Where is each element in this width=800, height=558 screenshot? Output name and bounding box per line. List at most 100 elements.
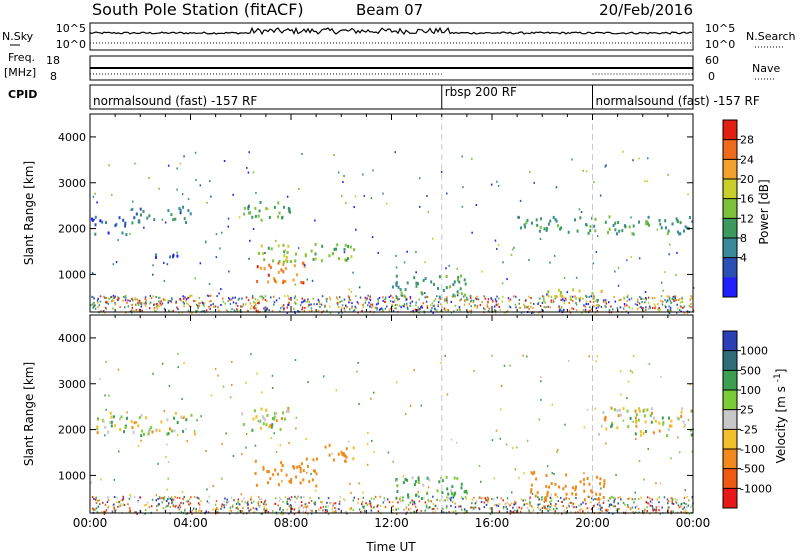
data-cell <box>248 204 250 208</box>
data-cell <box>164 298 167 301</box>
data-cell <box>182 205 184 209</box>
data-cell <box>471 157 473 160</box>
data-cell <box>300 496 302 499</box>
data-cell <box>298 188 300 190</box>
y-tick-label: 4000 <box>58 131 86 144</box>
data-cell <box>589 306 591 309</box>
data-cell <box>531 221 533 225</box>
data-cell <box>251 428 254 432</box>
data-cell <box>491 354 493 357</box>
data-cell <box>515 306 517 309</box>
data-cell <box>152 372 154 375</box>
data-cell <box>263 307 265 310</box>
data-cell <box>576 229 579 233</box>
data-cell <box>633 511 635 514</box>
data-cell <box>563 299 565 302</box>
data-cell <box>255 303 257 306</box>
data-cell <box>236 305 239 307</box>
data-cell <box>552 301 555 303</box>
data-cell <box>287 206 290 210</box>
data-cell <box>253 301 255 304</box>
data-cell <box>377 510 380 513</box>
data-cell <box>631 506 634 509</box>
data-cell <box>589 300 592 303</box>
data-cell <box>202 303 205 306</box>
data-cell <box>382 299 384 302</box>
data-cell <box>572 288 575 292</box>
data-cell <box>370 505 372 508</box>
data-cell <box>161 302 164 305</box>
data-cell <box>550 301 552 303</box>
data-cell <box>528 307 530 310</box>
data-cell <box>403 261 406 264</box>
data-cell <box>457 278 459 282</box>
data-cell <box>282 243 285 247</box>
data-cell <box>352 509 355 511</box>
data-cell <box>604 165 606 168</box>
data-cell <box>550 299 553 302</box>
data-cell <box>676 230 679 234</box>
data-cell <box>105 301 107 304</box>
data-cell <box>131 311 133 314</box>
data-cell <box>432 304 435 307</box>
data-cell <box>686 310 689 313</box>
data-cell <box>647 215 650 219</box>
data-cell <box>262 416 265 420</box>
data-cell <box>689 299 692 302</box>
data-cell <box>255 307 257 310</box>
data-cell <box>266 413 269 417</box>
data-cell <box>518 476 520 479</box>
data-cell <box>509 298 512 301</box>
data-cell <box>539 238 542 240</box>
data-cell <box>578 208 581 211</box>
data-cell <box>575 276 578 279</box>
data-cell <box>97 417 99 420</box>
data-cell <box>313 303 315 306</box>
data-cell <box>644 301 646 304</box>
data-cell <box>624 503 626 506</box>
data-cell <box>609 497 611 499</box>
data-cell <box>440 303 442 306</box>
data-cell <box>395 381 398 384</box>
data-cell <box>116 296 119 299</box>
data-cell <box>671 223 673 226</box>
data-cell <box>487 499 489 502</box>
data-cell <box>557 512 559 515</box>
data-cell <box>481 301 483 304</box>
data-cell <box>143 226 145 229</box>
data-cell <box>445 267 447 270</box>
data-cell <box>108 394 110 397</box>
data-cell <box>275 299 278 302</box>
data-cell <box>257 501 260 504</box>
data-cell <box>285 473 288 477</box>
data-cell <box>634 432 637 436</box>
data-cell <box>487 501 489 504</box>
data-cell <box>169 506 172 509</box>
data-cell <box>468 302 471 305</box>
data-cell <box>489 512 492 515</box>
data-cell <box>113 507 116 510</box>
data-cell <box>598 501 600 504</box>
data-cell <box>194 277 196 280</box>
data-cell <box>273 411 276 415</box>
data-cell <box>594 407 597 410</box>
data-cell <box>99 300 102 303</box>
data-cell <box>263 310 266 313</box>
data-cell <box>539 225 542 229</box>
data-cell <box>487 301 489 304</box>
data-cell <box>329 311 332 314</box>
data-cell <box>163 496 166 499</box>
data-cell <box>377 302 379 305</box>
data-cell <box>119 505 121 507</box>
data-cell <box>341 195 343 198</box>
data-cell <box>166 500 168 502</box>
data-cell <box>176 434 179 437</box>
data-cell <box>120 503 122 506</box>
data-cell <box>601 506 603 509</box>
data-cell <box>617 221 620 224</box>
data-cell <box>238 503 240 506</box>
data-cell <box>179 506 182 509</box>
data-cell <box>649 414 652 418</box>
data-cell <box>691 495 694 498</box>
data-cell <box>388 501 391 504</box>
